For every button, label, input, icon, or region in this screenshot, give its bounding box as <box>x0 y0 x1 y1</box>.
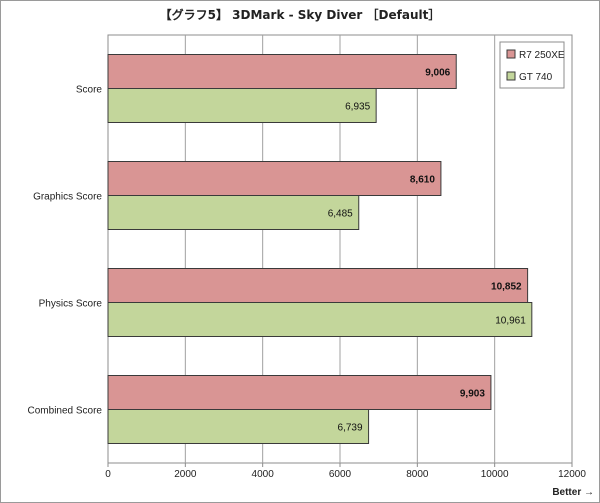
data-label: 6,935 <box>345 102 370 113</box>
x-tick-label: 2000 <box>174 469 197 480</box>
x-tick-label: 6000 <box>329 469 352 480</box>
category-label: Score <box>76 85 103 96</box>
data-label: 9,903 <box>460 389 485 400</box>
data-label: 10,961 <box>495 316 526 327</box>
bar-gt-740 <box>107 195 360 230</box>
category-labels: Score Graphics Score Physics Score Combined… <box>28 85 103 417</box>
bar-r7-250xe <box>107 375 492 410</box>
data-label: 6,739 <box>338 423 363 434</box>
bar-gt-740 <box>107 409 370 444</box>
legend-label: GT 740 <box>519 72 553 83</box>
category-label: Physics Score <box>39 299 103 310</box>
x-tick-label: 12000 <box>558 469 586 480</box>
x-tick-label: 0 <box>105 469 111 480</box>
bars: 9,006 6,935 8,610 6,485 10,852 10,961 9,903 6,7… <box>107 54 533 444</box>
legend-swatch <box>506 49 516 59</box>
bar-r7-250xe <box>107 161 442 196</box>
legend-swatch <box>506 71 516 81</box>
data-label: 8,610 <box>410 175 435 186</box>
better-label: Better → <box>552 487 594 498</box>
data-label: 10,852 <box>491 282 522 293</box>
bar-gt-740 <box>107 302 533 337</box>
x-tick-label: 8000 <box>406 469 429 480</box>
legend-label: R7 250XE <box>519 50 565 61</box>
legend: R7 250XE GT 740 <box>499 41 565 89</box>
x-tick-label: 10000 <box>481 469 509 480</box>
category-label: Graphics Score <box>33 192 102 203</box>
x-tick-label: 4000 <box>252 469 275 480</box>
data-label: 9,006 <box>425 68 450 79</box>
category-label: Combined Score <box>28 406 103 417</box>
bar-r7-250xe <box>107 268 529 303</box>
bar-r7-250xe <box>107 54 457 89</box>
x-axis-ticks: 0 2000 4000 6000 8000 10000 12000 <box>105 463 586 480</box>
chart-title: 【グラフ5】 3DMark - Sky Diver ［Default］ <box>159 8 441 22</box>
data-label: 6,485 <box>328 209 353 220</box>
bar-gt-740 <box>107 88 377 123</box>
